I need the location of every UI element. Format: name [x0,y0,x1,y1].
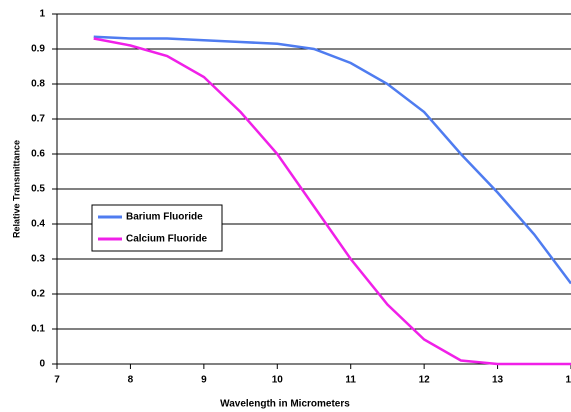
x-tick-label: 10 [272,375,284,386]
y-tick-label: 0.7 [31,114,45,125]
legend-box [91,204,223,252]
x-axis-label: Wavelength in Micrometers [220,399,350,410]
y-tick-label: 0.5 [31,184,45,195]
y-tick-label: 0 [39,359,45,370]
x-tick-label: 8 [128,375,134,386]
y-tick-label: 0.3 [31,254,45,265]
series-line [93,37,571,366]
x-tick-label: 13 [492,375,504,386]
legend-label: Calcium Fluoride [126,234,208,245]
y-axis-label: Relative Transmittance [11,140,21,238]
x-tick-label: 9 [201,375,207,386]
x-tick-label: 12 [419,375,431,386]
y-tick-label: 0.8 [31,79,45,90]
y-tick-label: 0.2 [31,289,45,300]
y-tick-label: 0.4 [31,219,45,230]
x-tick-label: 11 [345,375,356,386]
y-tick-label: 0.9 [31,44,45,55]
x-tick-label: 14 [565,375,571,386]
y-tick-label: 0.1 [31,324,45,335]
legend-label: Barium Fluoride [126,212,203,223]
x-tick-label: 7 [54,375,60,386]
series-line [93,35,571,285]
y-tick-label: 1 [39,9,45,20]
y-tick-label: 0.6 [31,149,45,160]
